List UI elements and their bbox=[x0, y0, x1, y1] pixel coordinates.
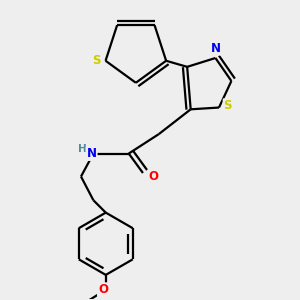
Text: N: N bbox=[87, 147, 97, 160]
Text: O: O bbox=[98, 283, 108, 296]
Text: S: S bbox=[224, 99, 232, 112]
Text: N: N bbox=[211, 42, 220, 55]
Text: H: H bbox=[78, 144, 87, 154]
Text: O: O bbox=[148, 170, 158, 183]
Text: S: S bbox=[92, 54, 101, 67]
